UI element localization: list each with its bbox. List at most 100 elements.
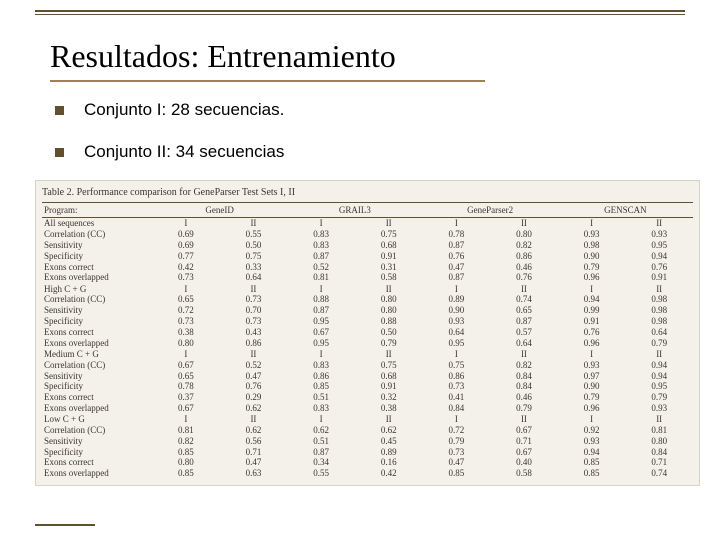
row-label: Sensitivity [42, 240, 152, 251]
table-cell: 0.92 [558, 425, 626, 436]
row-label: Exons overlapped [42, 403, 152, 414]
table-cell: 0.85 [152, 468, 220, 479]
bullet-icon [55, 148, 64, 157]
table-row: Specificity0.780.760.850.910.730.840.900… [42, 381, 693, 392]
table-cell: I [152, 348, 220, 359]
table-cell: I [152, 218, 220, 229]
table-cell: 0.87 [423, 240, 491, 251]
table-cell: 0.50 [220, 240, 288, 251]
table-cell: 0.67 [490, 446, 558, 457]
table-cell: 0.98 [625, 316, 693, 327]
table-cell: 0.65 [152, 370, 220, 381]
table-cell: II [355, 413, 423, 424]
table-cell: 0.55 [287, 468, 355, 479]
table-cell: 0.65 [490, 305, 558, 316]
table-cell: 0.16 [355, 457, 423, 468]
table-cell: 0.72 [423, 425, 491, 436]
table-row: Exons overlapped0.800.860.950.790.950.64… [42, 337, 693, 348]
table-cell: 0.46 [490, 261, 558, 272]
table-cell: 0.68 [355, 240, 423, 251]
table-cell: 0.86 [423, 370, 491, 381]
table-cell: I [423, 413, 491, 424]
table-row: Exons overlapped0.730.640.810.580.870.76… [42, 272, 693, 283]
page-title: Resultados: Entrenamiento [50, 38, 396, 75]
table-cell: 0.63 [220, 468, 288, 479]
table-cell: II [490, 348, 558, 359]
table-cell: II [220, 348, 288, 359]
table-cell: 0.87 [287, 250, 355, 261]
table-cell: 0.67 [287, 326, 355, 337]
row-label: All sequences [42, 218, 152, 229]
table-cell: 0.41 [423, 392, 491, 403]
table-cell: 0.47 [423, 261, 491, 272]
row-label: Sensitivity [42, 305, 152, 316]
table-cell: I [287, 413, 355, 424]
table-cell: 0.94 [625, 370, 693, 381]
table-cell: 0.98 [558, 240, 626, 251]
table-cell: II [220, 413, 288, 424]
row-label: Exons correct [42, 392, 152, 403]
table-cell: 0.69 [152, 240, 220, 251]
table-cell: 0.73 [220, 316, 288, 327]
table-cell: I [423, 348, 491, 359]
table-cell: I [152, 283, 220, 294]
table-cell: 0.73 [220, 294, 288, 305]
table-cell: 0.98 [625, 305, 693, 316]
table-cell: 0.96 [558, 403, 626, 414]
table-cell: I [287, 218, 355, 229]
table-row: Sensitivity0.720.700.870.800.900.650.990… [42, 305, 693, 316]
table-cell: 0.42 [152, 261, 220, 272]
table-cell: 0.90 [423, 305, 491, 316]
table-cell: 0.67 [152, 403, 220, 414]
table-row: Exons overlapped0.850.630.550.420.850.58… [42, 468, 693, 479]
table-cell: 0.85 [152, 446, 220, 457]
table-cell: 0.42 [355, 468, 423, 479]
table-cell: 0.67 [490, 425, 558, 436]
table-cell: 0.73 [423, 446, 491, 457]
table-cell: 0.80 [355, 305, 423, 316]
table-cell: I [558, 413, 626, 424]
table-row: Sensitivity0.650.470.860.680.860.840.970… [42, 370, 693, 381]
table-row: Exons correct0.800.470.340.160.470.400.8… [42, 457, 693, 468]
table-cell: 0.83 [287, 403, 355, 414]
table-cell: 0.65 [152, 294, 220, 305]
table-cell: 0.79 [490, 403, 558, 414]
table-cell: 0.67 [152, 359, 220, 370]
table-cell: 0.73 [152, 272, 220, 283]
table-cell: 0.77 [152, 250, 220, 261]
table-cell: 0.62 [220, 425, 288, 436]
table-cell: I [152, 413, 220, 424]
table-cell: 0.47 [423, 457, 491, 468]
table-cell: 0.93 [625, 229, 693, 240]
table-cell: II [355, 283, 423, 294]
table-caption: Table 2. Performance comparison for Gene… [42, 187, 693, 198]
table-cell: 0.82 [490, 240, 558, 251]
table-cell: 0.91 [355, 250, 423, 261]
table-row: Specificity0.770.750.870.910.760.860.900… [42, 250, 693, 261]
table-cell: 0.69 [152, 229, 220, 240]
row-label: Correlation (CC) [42, 294, 152, 305]
table-cell: 0.81 [152, 425, 220, 436]
table-cell: I [423, 218, 491, 229]
table-cell: 0.75 [220, 250, 288, 261]
table-cell: 0.83 [287, 240, 355, 251]
table-cell: 0.83 [287, 359, 355, 370]
table-cell: 0.94 [625, 250, 693, 261]
table-cell: 0.81 [625, 425, 693, 436]
table-cell: II [355, 218, 423, 229]
table-row: Exons correct0.420.330.520.310.470.460.7… [42, 261, 693, 272]
table-cell: 0.64 [490, 337, 558, 348]
table-row: Specificity0.850.710.870.890.730.670.940… [42, 446, 693, 457]
table-cell: 0.71 [490, 435, 558, 446]
table-cell: 0.32 [355, 392, 423, 403]
table-cell: 0.64 [625, 326, 693, 337]
table-cell: 0.79 [625, 392, 693, 403]
row-label: Sensitivity [42, 435, 152, 446]
table-cell: 0.80 [152, 337, 220, 348]
row-label: Correlation (CC) [42, 229, 152, 240]
row-label: Exons correct [42, 326, 152, 337]
row-label: High C + G [42, 283, 152, 294]
row-label: Low C + G [42, 413, 152, 424]
table-cell: 0.74 [490, 294, 558, 305]
table-cell: 0.79 [423, 435, 491, 446]
